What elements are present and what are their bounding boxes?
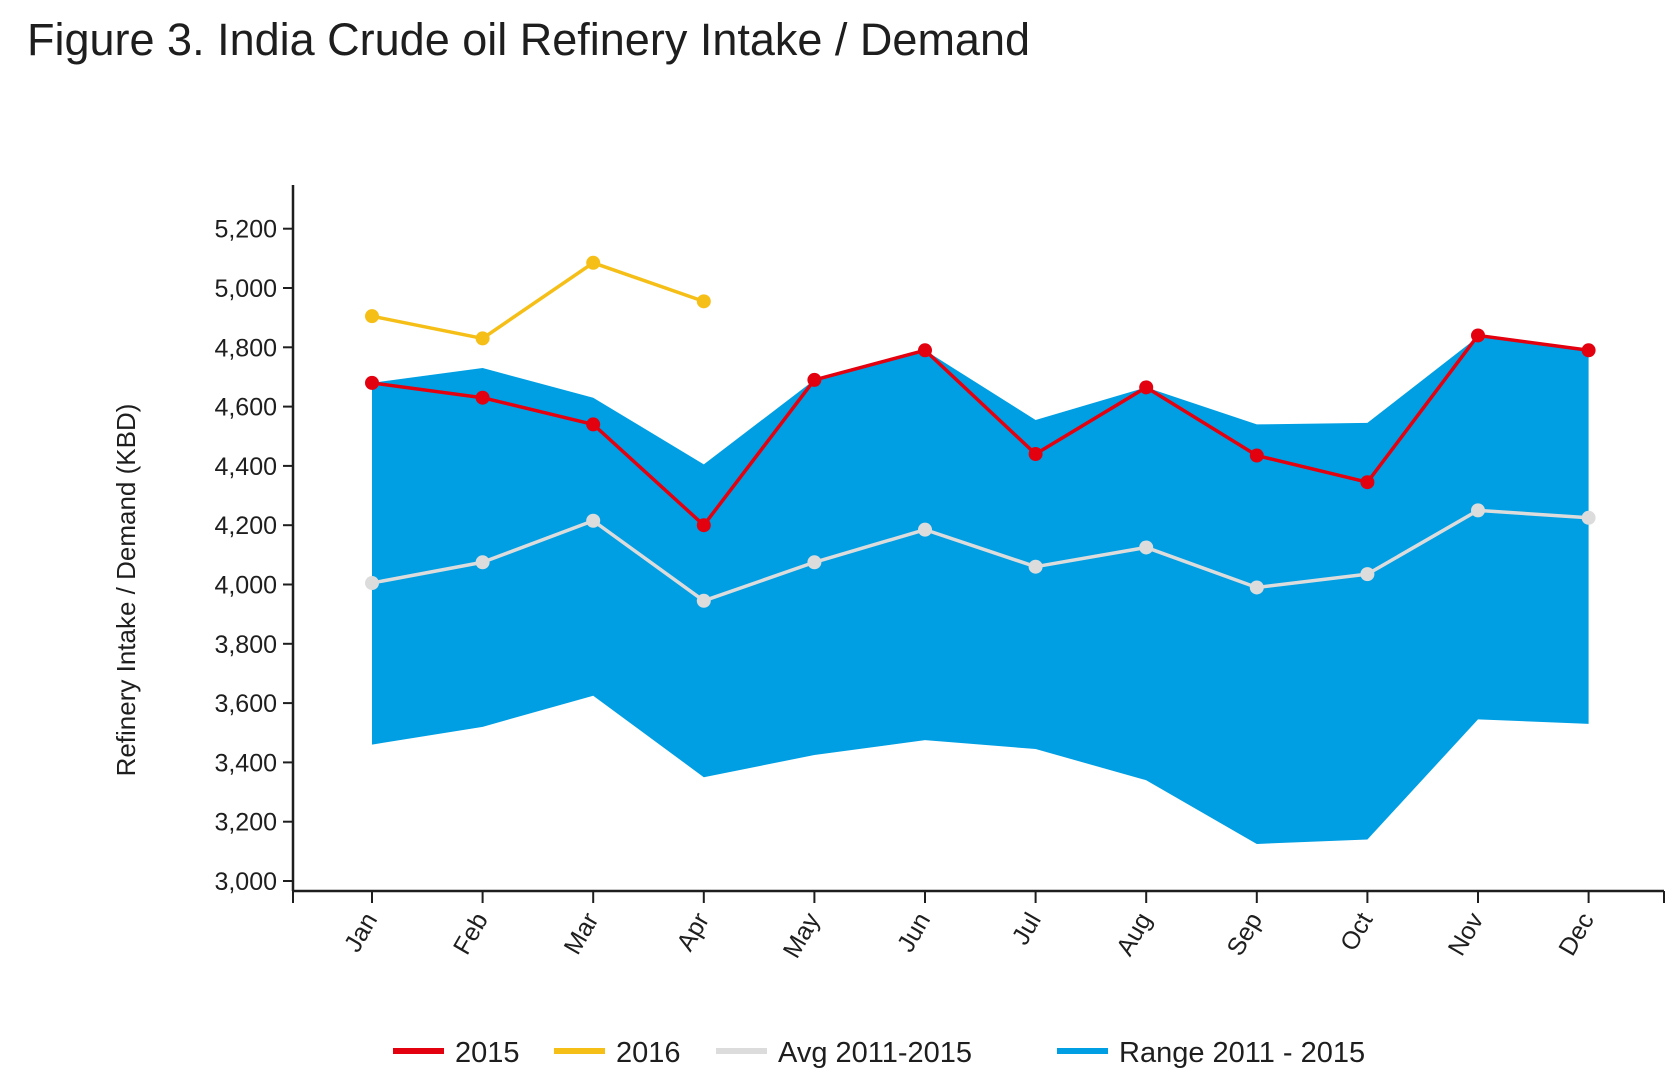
- series-avg-2011-2015: [365, 503, 1596, 608]
- x-tick-label: Jan: [339, 908, 383, 957]
- y-tick-label: 3,000: [214, 868, 277, 896]
- data-point: [1028, 447, 1043, 462]
- legend-item: Avg 2011-2015: [716, 1037, 972, 1069]
- x-tick-label: Apr: [671, 908, 715, 956]
- data-point: [586, 417, 601, 432]
- data-point: [918, 522, 932, 537]
- legend-label: 2015: [455, 1037, 520, 1069]
- data-point: [807, 555, 822, 570]
- data-point: [475, 331, 490, 346]
- data-point: [1581, 343, 1596, 358]
- y-tick-label: 4,000: [214, 572, 277, 600]
- data-point: [1360, 567, 1375, 582]
- y-tick-label: 4,800: [214, 334, 277, 362]
- data-point: [475, 555, 490, 570]
- data-point: [1360, 475, 1375, 490]
- series-line: [371, 333, 1589, 527]
- legend-label: 2016: [616, 1037, 681, 1069]
- data-point: [807, 372, 822, 387]
- y-tick-label: 4,400: [214, 453, 277, 481]
- x-tick-label: Jul: [1007, 908, 1047, 950]
- data-point: [586, 513, 601, 528]
- x-tick-label: Jun: [892, 908, 936, 957]
- series-line: [371, 508, 1589, 603]
- data-point: [1249, 580, 1264, 595]
- x-tick-label: Oct: [1335, 908, 1379, 956]
- data-point: [586, 255, 601, 270]
- x-tick-label: Mar: [559, 908, 605, 959]
- y-tick-label: 3,200: [214, 809, 277, 837]
- range-band: [372, 336, 1589, 844]
- legend-item: Range 2011 - 2015: [1057, 1037, 1365, 1069]
- data-point: [1249, 448, 1264, 463]
- series-2015: [365, 328, 1596, 533]
- y-tick-label: 4,200: [214, 512, 277, 540]
- legend-item: 2016: [554, 1037, 681, 1069]
- data-point: [365, 375, 379, 390]
- data-point: [1139, 540, 1154, 555]
- data-point: [365, 309, 379, 324]
- y-tick-label: 3,800: [214, 631, 277, 659]
- data-point: [365, 576, 379, 591]
- data-point: [696, 593, 711, 608]
- data-point: [1471, 503, 1485, 518]
- data-point: [1139, 380, 1154, 395]
- data-point: [1028, 559, 1043, 574]
- data-point: [918, 343, 932, 358]
- y-tick-label: 5,200: [214, 216, 277, 244]
- x-tick-label: May: [778, 908, 826, 963]
- range-band-layer: [372, 336, 1589, 844]
- data-point: [696, 518, 711, 533]
- series-2016: [365, 255, 711, 346]
- y-tick-label: 3,600: [214, 690, 277, 718]
- x-tick-label: Nov: [1443, 908, 1490, 961]
- x-tick-label: Sep: [1222, 908, 1268, 961]
- x-tick-label: Feb: [448, 908, 494, 959]
- data-point: [1471, 328, 1485, 343]
- data-point: [475, 390, 490, 405]
- series-line: [371, 261, 705, 341]
- y-axis-title: Refinery Intake / Demand (KBD): [111, 404, 141, 777]
- legend-item: 2015: [393, 1037, 520, 1069]
- x-tick-label: Dec: [1553, 908, 1599, 961]
- legend-label: Range 2011 - 2015: [1119, 1037, 1365, 1069]
- legend: 2015 2016 Avg 2011-2015 Range 2011 - 2015: [393, 1037, 1365, 1069]
- data-point: [1581, 510, 1596, 525]
- y-tick-label: 5,000: [214, 275, 277, 303]
- y-tick-label: 4,600: [214, 394, 277, 422]
- x-tick-label: Aug: [1111, 908, 1157, 961]
- legend-label: Avg 2011-2015: [778, 1037, 972, 1069]
- series-layer: [365, 255, 1596, 608]
- y-tick-label: 3,400: [214, 749, 277, 777]
- data-point: [696, 294, 711, 309]
- chart-title: Figure 3. India Crude oil Refinery Intak…: [27, 14, 1031, 65]
